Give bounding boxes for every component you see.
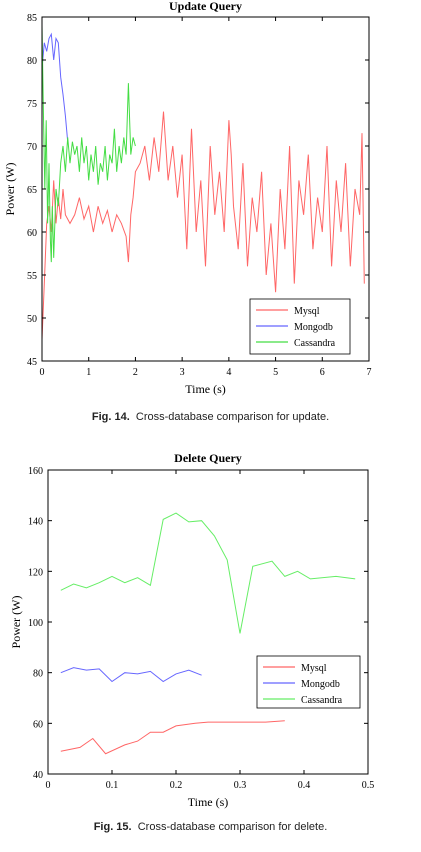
series-line-mongodb [60, 667, 202, 683]
legend-label-cassandra: Cassandra [294, 338, 336, 349]
y-axis-label: Power (W) [9, 596, 23, 649]
legend-label-mysql: Mysql [294, 306, 320, 317]
x-axis-label: Time (s) [185, 382, 226, 396]
y-axis-label: Power (W) [3, 163, 17, 216]
figure-15-caption: Fig. 15. Cross-database comparison for d… [0, 821, 421, 833]
x-tick-label: 0 [46, 780, 51, 791]
y-tick-label: 55 [27, 271, 37, 282]
x-tick-label: 2 [133, 367, 138, 378]
chart-title: Update Query [169, 0, 242, 13]
legend-label-mongodb: Mongodb [301, 679, 340, 690]
figure-15-text: Cross-database comparison for delete. [137, 821, 328, 833]
legend-label-mysql: Mysql [301, 663, 327, 674]
y-tick-label: 160 [28, 466, 43, 477]
plot-frame [47, 469, 369, 775]
x-tick-label: 0 [40, 367, 45, 378]
y-tick-label: 140 [28, 517, 43, 528]
y-tick-label: 45 [27, 357, 37, 368]
legend-label-cassandra: Cassandra [301, 695, 343, 706]
x-tick-label: 0.3 [234, 780, 247, 791]
series-line-mysql [60, 720, 285, 755]
figure-14-caption: Fig. 14. Cross-database comparison for u… [0, 411, 421, 423]
y-tick-label: 40 [33, 770, 43, 781]
figure-14-text: Cross-database comparison for update. [135, 411, 330, 423]
figure-15-label: Fig. 15. [93, 821, 132, 833]
y-tick-label: 100 [28, 618, 43, 629]
y-tick-label: 80 [33, 669, 43, 680]
y-tick-label: 80 [27, 56, 37, 67]
delete-query-chart: Delete Query 0 0.1 0.2 0.3 0.4 0.5 40 60 80 100 120… [9, 451, 375, 809]
y-tick-label: 85 [27, 13, 37, 24]
series-line-mongodb [42, 32, 69, 142]
figure-14: Update Query 0 1 2 3 4 5 6 7 45 50 55 60 65 70 75 80 85 Ti… [0, 0, 421, 400]
x-tick-label: 0.2 [170, 780, 183, 791]
legend-label-mongodb: Mongodb [294, 322, 333, 333]
x-tick-label: 3 [180, 367, 185, 378]
figure-15: Delete Query 0 0.1 0.2 0.3 0.4 0.5 40 60 80 100 120… [0, 448, 421, 812]
x-tick-label: 4 [226, 367, 231, 378]
y-tick-label: 70 [27, 142, 37, 153]
series-line-cassandra [60, 512, 356, 634]
x-tick-label: 0.5 [362, 780, 375, 791]
figure-14-label: Fig. 14. [91, 411, 130, 423]
x-tick-label: 0.4 [298, 780, 311, 791]
x-tick-label: 6 [320, 367, 325, 378]
chart-title: Delete Query [174, 451, 242, 465]
y-tick-label: 65 [27, 185, 37, 196]
x-axis-label: Time (s) [188, 795, 229, 809]
x-tick-label: 1 [86, 367, 91, 378]
series-line-cassandra [42, 25, 136, 263]
x-tick-label: 0.1 [106, 780, 119, 791]
y-tick-label: 75 [27, 99, 37, 110]
x-tick-label: 7 [367, 367, 372, 378]
y-tick-label: 60 [27, 228, 37, 239]
y-tick-label: 120 [28, 567, 43, 578]
x-tick-label: 5 [273, 367, 278, 378]
y-tick-label: 50 [27, 314, 37, 325]
series-line-mysql [42, 111, 365, 340]
y-tick-label: 60 [33, 719, 43, 730]
